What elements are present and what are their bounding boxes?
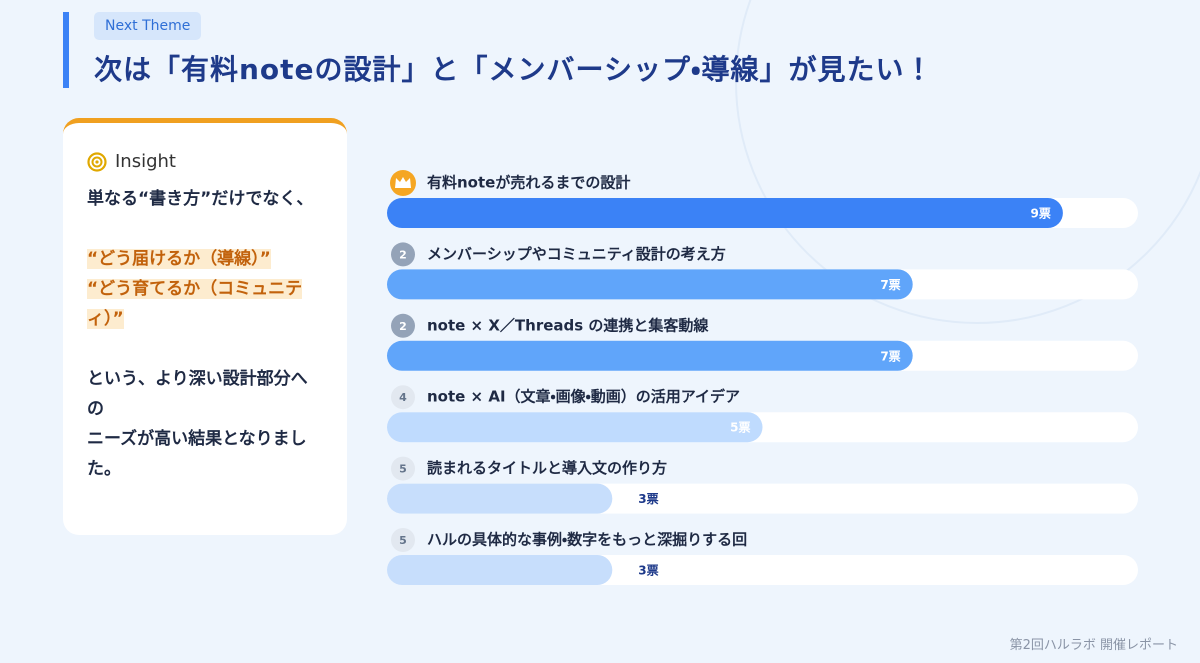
insight-text: “どう育てるか（コミュニティ）” xyxy=(87,274,323,334)
rank-badge xyxy=(391,456,415,481)
insight-card: Insight 単なる“書き方”だけでなく、 “どう届けるか（導線）” “どう育… xyxy=(63,118,347,535)
bar xyxy=(387,555,613,585)
value-label: 9票 xyxy=(1031,207,1051,221)
category-label: 有料noteが売れるまでの設計 xyxy=(427,174,630,192)
value-label: 3票 xyxy=(638,564,658,578)
crown-icon xyxy=(395,177,411,188)
insight-text: “どう届けるか（導線）” xyxy=(87,244,323,274)
rank-label: 5 xyxy=(399,534,407,547)
bar xyxy=(387,412,763,443)
bar xyxy=(387,483,613,514)
insight-text: 単なる“書き方”だけでなく、 xyxy=(87,189,314,209)
insight-text: ニーズが高い結果となりました。 xyxy=(87,429,307,479)
accent-bar xyxy=(63,12,69,88)
icon xyxy=(87,151,107,172)
insight-title: Insight xyxy=(115,151,176,172)
bar xyxy=(387,269,913,300)
insight-text: という、より深い設計部分への xyxy=(87,369,308,419)
rank-badge xyxy=(391,242,415,267)
footer: 第2回ハルラボ 開催レポート xyxy=(1009,638,1178,653)
category-label: note × AI（文章・画像・動画）の活用アイデア xyxy=(427,388,740,406)
value-label: 7票 xyxy=(880,278,900,292)
category-label: note × X／Threads の連携と集客動線 xyxy=(427,316,709,334)
category-label: ハルの具体的な事例・数字をもっと深掘りする回 xyxy=(427,531,747,549)
bar xyxy=(387,198,1063,228)
tag: Next Theme xyxy=(94,12,202,40)
highlight: “どう届けるか（導線）” xyxy=(87,249,271,269)
rank-label: 2 xyxy=(399,248,407,261)
rank-label: 2 xyxy=(399,320,407,333)
rank-label: 4 xyxy=(399,391,407,404)
rank-badge xyxy=(391,385,415,410)
title: 次は「有料noteの設計」と「メンバーシップ・導線」が見たい！ xyxy=(94,53,934,86)
bar xyxy=(387,340,913,371)
value-label: 3票 xyxy=(638,492,658,506)
rank-badge xyxy=(391,528,415,552)
category-label: 読まれるタイトルと導入文の作り方 xyxy=(427,459,667,477)
insight-header: Insight xyxy=(87,151,323,172)
rank-badge xyxy=(391,313,415,338)
rank-label: 5 xyxy=(399,463,407,476)
category-label: メンバーシップやコミュニティ設計の考え方 xyxy=(427,245,726,263)
value-label: 7票 xyxy=(880,349,900,363)
value-label: 5票 xyxy=(730,421,750,435)
